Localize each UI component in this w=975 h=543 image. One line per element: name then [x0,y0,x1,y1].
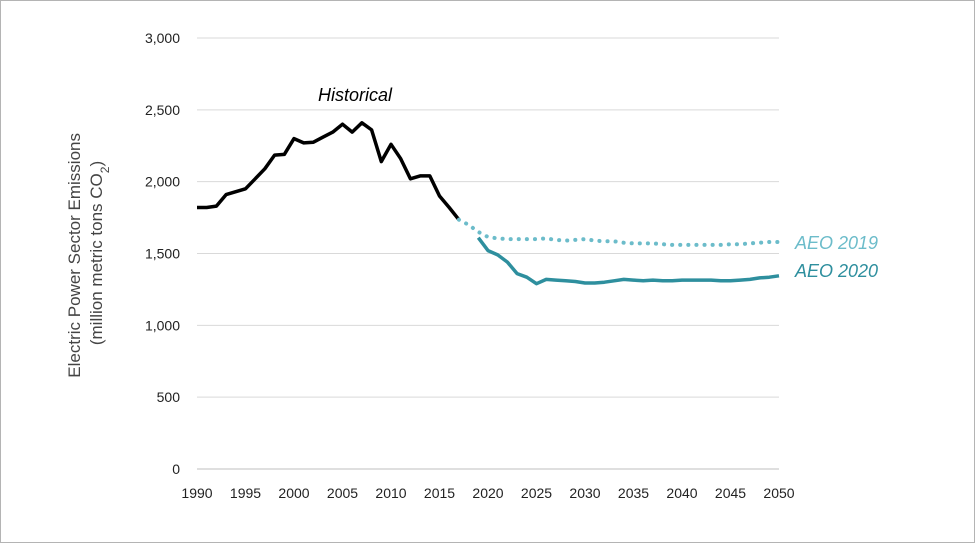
y-tick-label: 2,000 [145,174,180,190]
x-tick-label: 2000 [278,485,309,501]
y-tick-labels: 0 500 1,000 1,500 2,000 2,500 3,000 [145,30,180,477]
y-axis-label: Electric Power Sector Emissions (million… [65,128,112,377]
series-line-aeo-2020 [476,236,780,286]
y-tick-label: 500 [157,389,181,405]
series-line-historical [197,121,461,221]
x-tick-label: 1995 [230,485,261,501]
x-tick-label: 2045 [715,485,746,501]
x-tick-label: 2025 [521,485,552,501]
y-tick-label: 1,000 [145,317,180,333]
x-tick-label: 2010 [375,485,406,501]
x-tick-label: 2035 [618,485,649,501]
y-axis-label-line2-post: ) [87,161,106,167]
y-axis-label-line2-pre: (million metric tons CO [87,173,106,345]
x-tick-label: 1990 [181,485,212,501]
x-tick-label: 2005 [327,485,358,501]
annotation-aeo-2020: AEO 2020 [794,261,878,281]
x-tick-label: 2015 [424,485,455,501]
gridlines [197,37,779,398]
x-tick-labels: 1990 1995 2000 2005 2010 2015 2020 2025 2030 2035… [181,485,794,501]
y-tick-label: 3,000 [145,30,180,46]
x-tick-label: 2030 [569,485,600,501]
y-axis-label-line1: Electric Power Sector Emissions [65,133,84,378]
y-axis-label-subscript: 2 [98,166,112,173]
x-tick-label: 2020 [472,485,503,501]
series-lines [197,121,781,286]
y-tick-label: 2,500 [145,102,180,118]
x-tick-label: 2050 [763,485,794,501]
y-tick-label: 1,500 [145,246,180,262]
series-line-aeo-2019 [456,217,781,247]
annotation-aeo-2019: AEO 2019 [794,233,878,253]
y-tick-label: 0 [172,461,180,477]
x-tick-label: 2040 [666,485,697,501]
annotation-historical: Historical [318,85,393,105]
